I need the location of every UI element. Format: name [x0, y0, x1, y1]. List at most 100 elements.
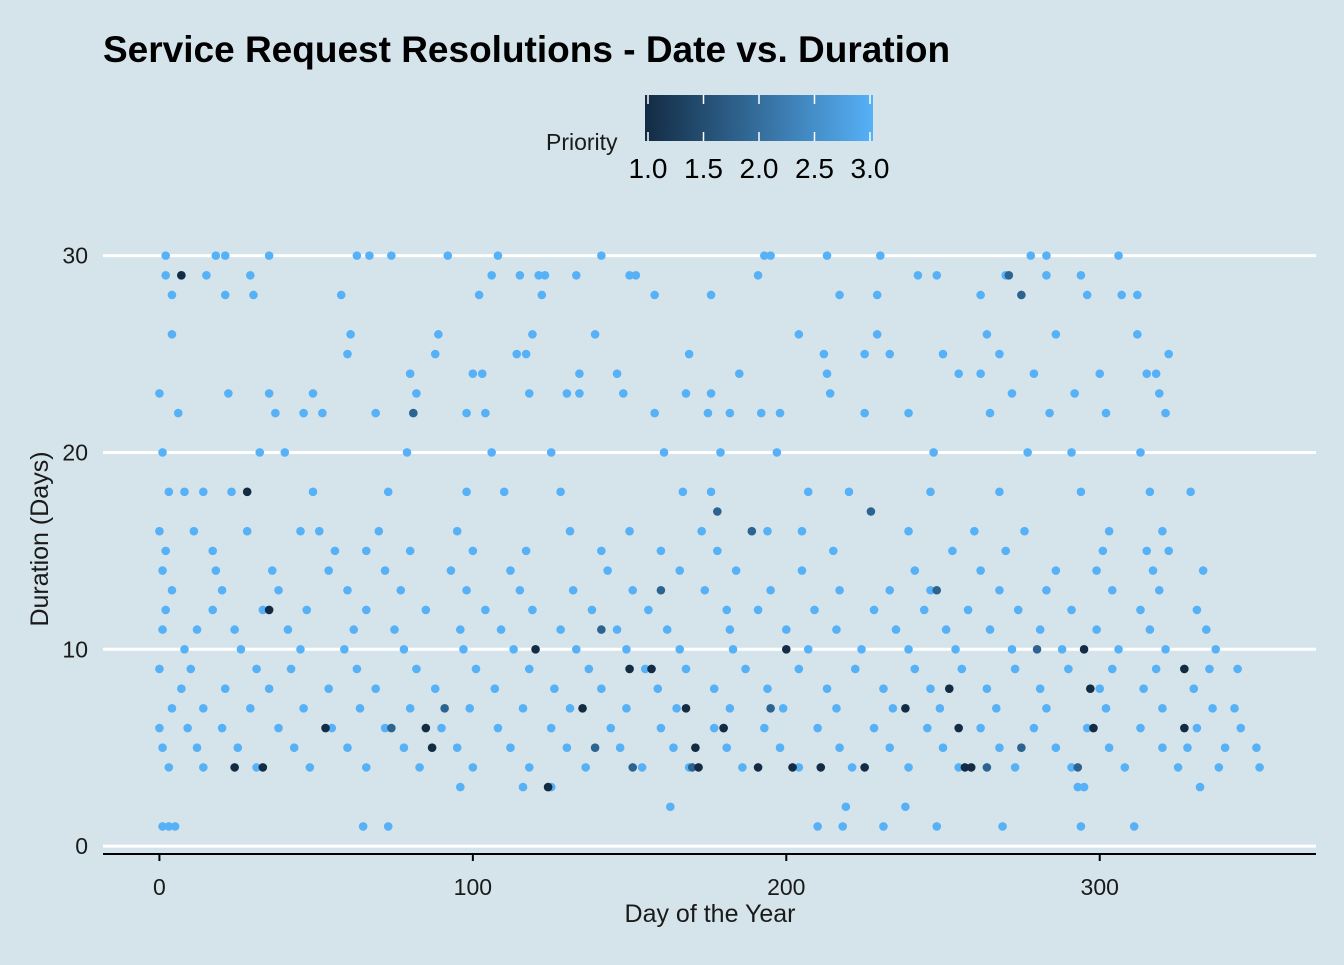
point-priority-3 [675, 644, 685, 654]
point-priority-3 [280, 448, 290, 457]
point-priority-3 [264, 684, 274, 693]
point-priority-3 [158, 822, 167, 831]
point-priority-2 [766, 704, 775, 713]
point-priority-3 [233, 743, 243, 753]
point-priority-3 [603, 566, 612, 575]
legend-title: Priority [546, 129, 618, 155]
point-priority-3 [361, 546, 371, 556]
point-priority-3 [158, 448, 167, 457]
legend: Priority 1.0 1.5 2.0 2.5 3.0 [546, 95, 889, 184]
point-priority-3 [666, 802, 675, 812]
point-priority-3 [760, 251, 769, 260]
point-priority-3 [1133, 290, 1142, 300]
point-priority-3 [738, 763, 747, 772]
point-priority-3 [734, 369, 744, 379]
point-priority-2 [1073, 763, 1083, 772]
point-priority-3 [590, 330, 600, 339]
point-priority-1 [321, 723, 330, 733]
point-priority-3 [496, 625, 506, 634]
point-priority-3 [860, 349, 869, 359]
point-priority-3 [1026, 251, 1036, 260]
point-priority-3 [575, 389, 584, 398]
point-priority-3 [584, 664, 594, 674]
point-priority-3 [421, 605, 431, 615]
point-priority-3 [198, 704, 208, 713]
point-priority-3 [515, 585, 525, 595]
point-priority-3 [1029, 369, 1039, 379]
point-priority-3 [167, 704, 177, 713]
point-priority-3 [443, 251, 453, 260]
point-priority-2 [628, 763, 638, 772]
point-priority-3 [509, 644, 518, 654]
point-priority-3 [1095, 369, 1105, 379]
point-priority-3 [954, 763, 963, 772]
point-priority-3 [951, 644, 960, 654]
point-priority-3 [703, 408, 713, 418]
point-priority-3 [822, 251, 832, 260]
point-priority-3 [619, 389, 628, 398]
point-priority-3 [1073, 782, 1083, 792]
point-priority-3 [581, 763, 590, 772]
point-priority-3 [308, 389, 318, 398]
point-priority-3 [1161, 408, 1170, 418]
points [155, 251, 1264, 831]
point-priority-3 [985, 625, 995, 634]
point-priority-3 [220, 290, 230, 300]
point-priority-1 [694, 763, 703, 772]
point-priority-3 [669, 743, 678, 753]
point-priority-3 [217, 585, 227, 595]
point-priority-1 [427, 743, 437, 753]
point-priority-3 [1007, 389, 1017, 398]
point-priority-3 [857, 644, 866, 654]
point-priority-3 [1013, 605, 1023, 615]
point-priority-3 [289, 743, 299, 753]
point-priority-3 [753, 271, 763, 280]
point-priority-3 [970, 526, 979, 536]
point-priority-3 [493, 251, 503, 260]
x-tick-label: 200 [767, 874, 805, 900]
point-priority-3 [631, 271, 641, 280]
point-priority-2 [409, 408, 418, 418]
point-priority-3 [1076, 271, 1086, 280]
point-priority-3 [286, 664, 296, 674]
point-priority-3 [835, 743, 844, 753]
point-priority-1 [901, 704, 910, 713]
point-priority-3 [521, 349, 531, 359]
point-priority-1 [691, 743, 700, 753]
point-priority-3 [537, 290, 547, 300]
point-priority-3 [1183, 743, 1192, 753]
point-priority-3 [706, 389, 716, 398]
point-priority-3 [637, 763, 647, 772]
point-priority-3 [487, 271, 496, 280]
point-priority-3 [506, 743, 515, 753]
point-priority-3 [1148, 566, 1158, 575]
point-priority-3 [1145, 625, 1155, 634]
point-priority-3 [430, 684, 440, 693]
point-priority-3 [575, 369, 584, 379]
point-priority-3 [314, 526, 324, 536]
point-priority-3 [1136, 605, 1145, 615]
point-priority-2 [1017, 743, 1026, 753]
point-priority-3 [155, 723, 164, 733]
point-priority-3 [700, 585, 710, 595]
point-priority-3 [948, 546, 957, 556]
point-priority-1 [421, 723, 431, 733]
point-priority-3 [709, 723, 719, 733]
point-priority-3 [550, 684, 559, 693]
point-priority-3 [1076, 822, 1086, 831]
point-priority-3 [932, 271, 942, 280]
point-priority-3 [822, 369, 832, 379]
point-priority-3 [766, 251, 775, 260]
point-priority-3 [813, 723, 822, 733]
point-priority-1 [258, 763, 268, 772]
point-priority-3 [628, 585, 638, 595]
point-priority-3 [615, 743, 625, 753]
point-priority-3 [305, 763, 315, 772]
point-priority-3 [361, 605, 371, 615]
point-priority-3 [481, 605, 490, 615]
point-priority-3 [474, 290, 484, 300]
point-priority-1 [960, 763, 970, 772]
point-priority-1 [966, 763, 976, 772]
point-priority-3 [597, 251, 606, 260]
